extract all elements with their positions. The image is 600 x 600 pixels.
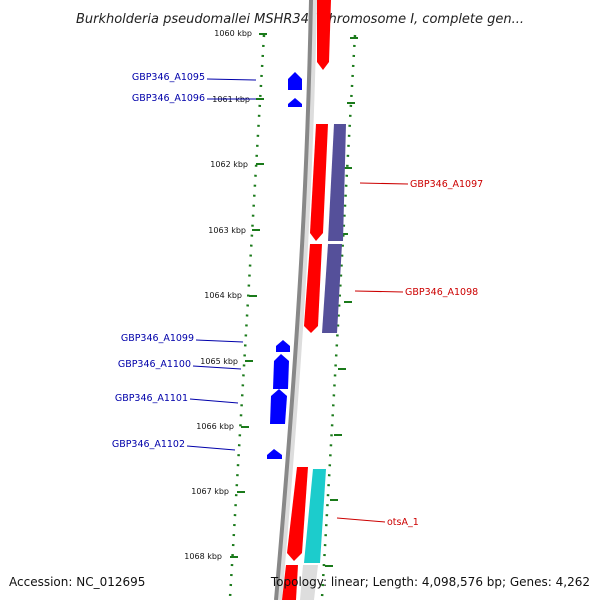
- scale-ticks: 1060 kbp 1061 kbp 1062 kbp 1063 kbp 1064…: [184, 29, 267, 561]
- label-leader: [354, 290, 404, 293]
- orf-block[interactable]: [328, 124, 346, 241]
- backbone-shadow: [276, 0, 317, 600]
- gene-label-a1101[interactable]: GBP346_A1101: [115, 393, 188, 404]
- gene-arrow-a1100[interactable]: [273, 354, 289, 389]
- orf-block[interactable]: [322, 244, 342, 333]
- gene-label-a1099[interactable]: GBP346_A1099: [121, 333, 194, 344]
- tick-label: 1064 kbp: [204, 291, 242, 300]
- gene-arrow-otsa[interactable]: [287, 467, 308, 561]
- left-dotted-guide: [228, 34, 266, 599]
- backbone-line: [274, 0, 313, 600]
- gene-label-a1102[interactable]: GBP346_A1102: [112, 439, 185, 450]
- tick-label: 1067 kbp: [191, 487, 229, 496]
- tick-label: 1063 kbp: [208, 226, 246, 235]
- label-leader: [206, 78, 257, 81]
- accession-text: Accession: NC_012695: [9, 575, 145, 589]
- gene-arrow-a1095[interactable]: [288, 72, 302, 90]
- gene-label-otsa[interactable]: otsA_1: [387, 517, 419, 528]
- gene-label-a1100[interactable]: GBP346_A1100: [118, 359, 191, 370]
- tick-label: 1068 kbp: [184, 552, 222, 561]
- label-leader: [336, 517, 386, 523]
- label-leader: [359, 182, 409, 185]
- summary-text: Topology: linear; Length: 4,098,576 bp; …: [270, 575, 590, 589]
- gene-label-a1096[interactable]: GBP346_A1096: [132, 93, 205, 104]
- label-leader: [195, 339, 244, 343]
- gene-label-a1098[interactable]: GBP346_A1098: [405, 287, 478, 298]
- gene-label-a1095[interactable]: GBP346_A1095: [132, 72, 205, 83]
- gene-arrow-a1101[interactable]: [270, 389, 287, 424]
- gene-arrow-a1096[interactable]: [288, 98, 302, 107]
- map-title: Burkholderia pseudomallei MSHR346 chromo…: [76, 12, 524, 27]
- gene-arrow-top[interactable]: [317, 0, 331, 70]
- label-leader: [192, 365, 242, 370]
- tick-label: 1060 kbp: [214, 29, 252, 38]
- tick-label: 1065 kbp: [200, 357, 238, 366]
- gene-arrow-a1097[interactable]: [310, 124, 328, 241]
- tick-label: 1062 kbp: [210, 160, 248, 169]
- label-leader: [186, 445, 236, 451]
- gene-arrow-a1098[interactable]: [304, 244, 322, 333]
- right-scale-ticks: [325, 37, 358, 567]
- gene-arrow-a1099[interactable]: [276, 340, 290, 352]
- orf-grey-block: [300, 565, 318, 600]
- right-dotted-guide: [320, 34, 357, 599]
- gene-arrow-a1102[interactable]: [267, 449, 282, 459]
- orf-cyan-block[interactable]: [304, 469, 326, 563]
- gene-arrow-bottom[interactable]: [282, 565, 298, 600]
- gene-label-a1097[interactable]: GBP346_A1097: [410, 179, 483, 190]
- tick-label: 1066 kbp: [196, 422, 234, 431]
- label-leader: [189, 398, 239, 404]
